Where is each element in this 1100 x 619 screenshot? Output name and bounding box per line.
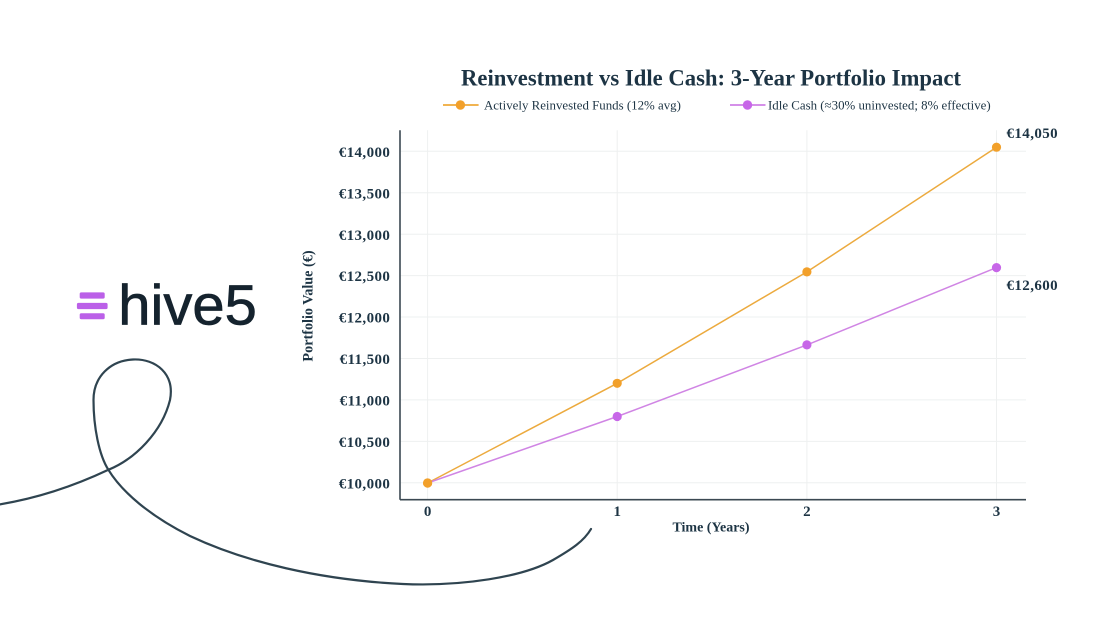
- svg-text:€12,600: €12,600: [1007, 278, 1059, 294]
- svg-text:€11,500: €11,500: [340, 352, 391, 368]
- svg-text:Actively Reinvested Funds (12%: Actively Reinvested Funds (12% avg): [484, 98, 681, 112]
- svg-text:2: 2: [803, 504, 811, 520]
- svg-text:Time (Years): Time (Years): [672, 521, 749, 536]
- svg-text:Reinvestment vs Idle Cash: 3-Y: Reinvestment vs Idle Cash: 3-Year Portfo…: [461, 66, 961, 91]
- svg-text:€12,500: €12,500: [339, 269, 391, 285]
- svg-text:€14,050: €14,050: [1007, 126, 1059, 142]
- svg-text:€14,000: €14,000: [339, 145, 391, 161]
- svg-text:€12,000: €12,000: [339, 311, 391, 327]
- svg-text:Portfolio Value (€): Portfolio Value (€): [301, 250, 317, 361]
- svg-text:1: 1: [613, 504, 621, 520]
- svg-text:€10,000: €10,000: [339, 476, 391, 492]
- svg-text:€10,500: €10,500: [339, 435, 391, 451]
- svg-text:hive5: hive5: [118, 274, 256, 338]
- svg-text:3: 3: [993, 504, 1001, 520]
- svg-text:€11,000: €11,000: [340, 394, 391, 410]
- svg-text:0: 0: [424, 504, 432, 520]
- svg-text:€13,500: €13,500: [339, 186, 391, 202]
- svg-text:Idle Cash (≈30% uninvested; 8%: Idle Cash (≈30% uninvested; 8% effective…: [768, 98, 991, 112]
- svg-text:€13,000: €13,000: [339, 228, 391, 244]
